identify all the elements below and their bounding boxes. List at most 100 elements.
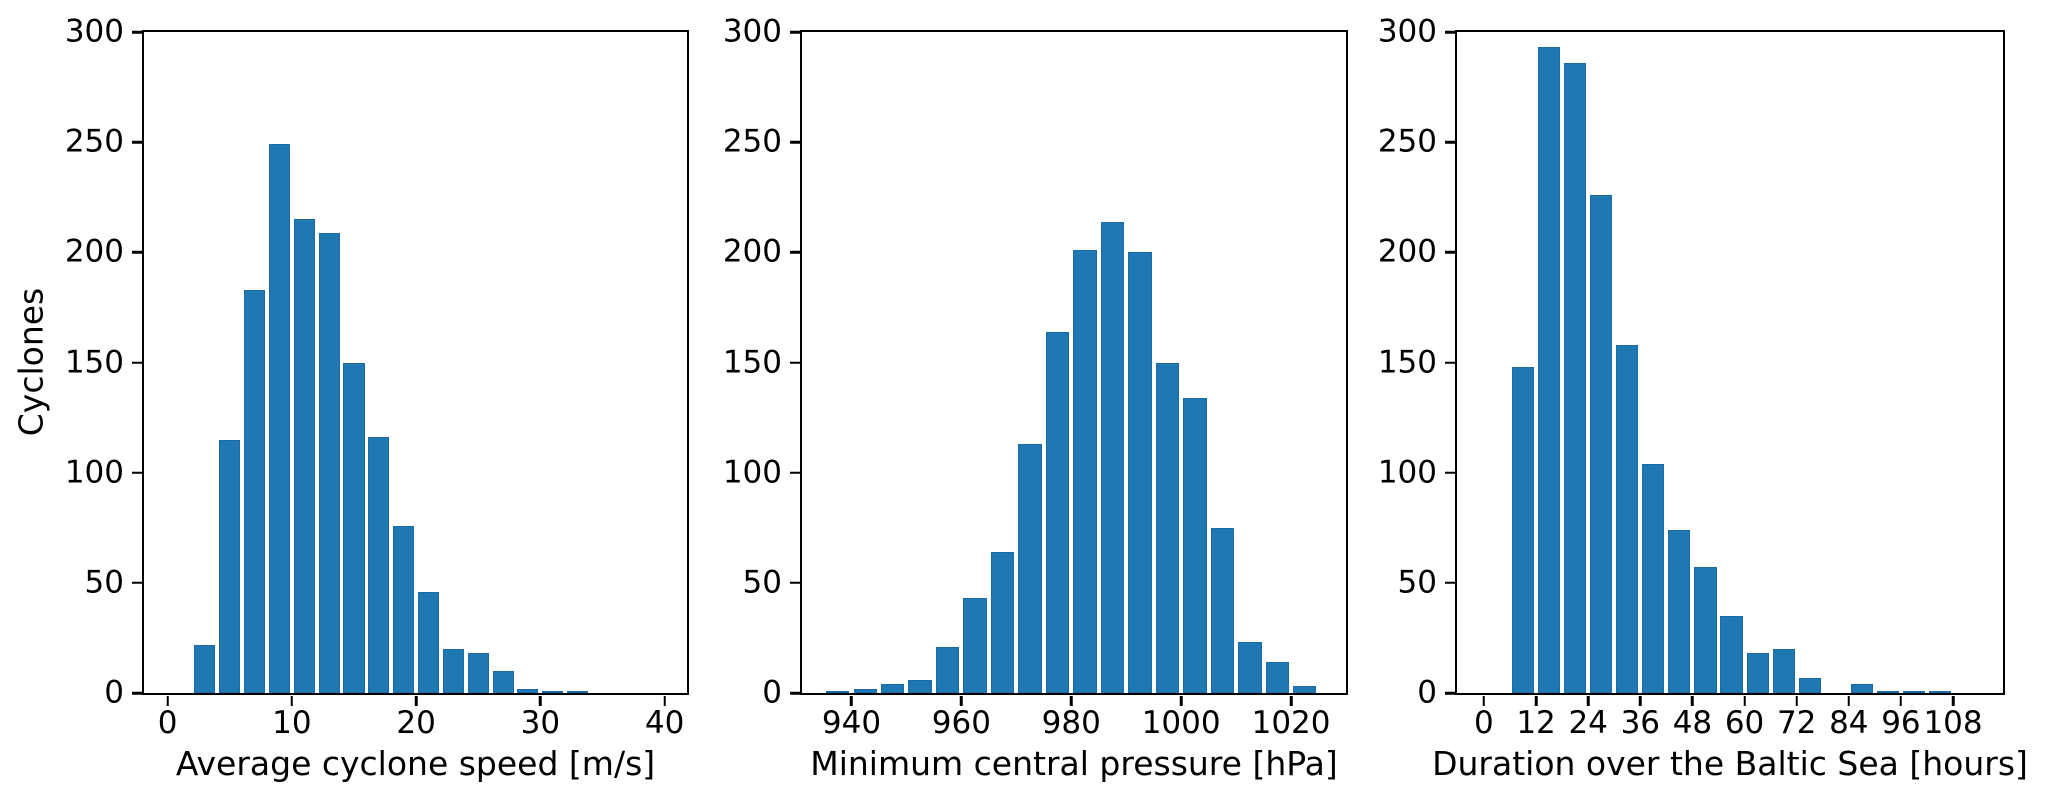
x-tick-mark — [1179, 695, 1183, 706]
x-tick-mark — [1482, 695, 1486, 706]
x-tick-label: 24 — [1568, 705, 1608, 741]
histogram-bar — [1210, 527, 1235, 693]
x-tick-mark — [850, 695, 853, 706]
histogram-bar — [268, 144, 290, 693]
histogram-bar — [1183, 397, 1207, 693]
histogram-bar — [1876, 690, 1899, 693]
y-tick-mark — [131, 140, 142, 144]
histogram-bar — [1590, 195, 1613, 693]
x-axis-label-speed: Average cyclone speed [m/s] — [175, 744, 656, 783]
x-tick-mark — [1847, 695, 1851, 706]
x-axis-label-duration: Duration over the Baltic Sea [hours] — [1432, 744, 2028, 783]
x-tick-mark — [1899, 695, 1903, 706]
histogram-bar — [368, 437, 390, 693]
histogram-bar — [1045, 331, 1070, 693]
x-tick-label: 40 — [644, 705, 685, 741]
y-tick-label: 200 — [1377, 233, 1437, 270]
histogram-bar — [1928, 690, 1952, 693]
y-tick-mark — [131, 30, 142, 34]
histogram-bar — [343, 362, 365, 693]
y-tick-mark — [131, 691, 142, 695]
y-tick-label: 250 — [722, 123, 782, 160]
x-tick-label: 84 — [1829, 705, 1869, 741]
y-tick-mark — [1444, 30, 1455, 34]
histogram-bar — [1128, 252, 1152, 693]
histogram-bar — [1018, 444, 1042, 693]
histogram-bar — [880, 684, 905, 693]
y-tick-label: 150 — [64, 344, 124, 380]
histogram-bar — [1694, 567, 1717, 693]
x-tick-mark — [1951, 695, 1955, 706]
y-tick-label: 250 — [64, 123, 124, 160]
x-tick-label: 1000 — [1141, 705, 1221, 741]
y-tick-label: 250 — [1377, 123, 1437, 160]
histogram-bar — [492, 670, 514, 693]
y-tick-label: 100 — [1377, 454, 1437, 491]
y-tick-mark — [789, 691, 800, 695]
x-tick-label: 940 — [821, 705, 882, 741]
histogram-bar — [908, 679, 932, 693]
x-tick-label: 980 — [1041, 705, 1101, 741]
histogram-bar — [1293, 686, 1317, 693]
x-tick-mark — [290, 695, 294, 706]
x-tick-label: 60 — [1724, 705, 1765, 741]
y-tick-label: 100 — [64, 454, 124, 491]
x-tick-label: 10 — [272, 705, 312, 741]
x-tick-label: 30 — [520, 705, 561, 741]
x-tick-mark — [1070, 695, 1073, 706]
histogram-bar — [194, 644, 216, 693]
y-tick-label: 200 — [722, 233, 782, 270]
histogram-bar — [990, 552, 1015, 693]
histogram-bar — [542, 690, 564, 693]
x-tick-mark — [1743, 695, 1746, 706]
x-tick-label: 108 — [1923, 705, 1983, 741]
histogram-bar — [517, 688, 539, 693]
histogram-bar — [1616, 344, 1639, 693]
histogram-bar — [1772, 648, 1795, 693]
x-tick-label: 1020 — [1251, 705, 1331, 741]
histogram-bar — [1746, 653, 1769, 693]
y-tick-label: 300 — [1377, 13, 1437, 50]
y-tick-mark — [131, 581, 142, 585]
y-tick-label: 300 — [722, 13, 782, 50]
y-tick-mark — [1444, 581, 1455, 585]
y-tick-label: 200 — [64, 233, 124, 270]
histogram-bar — [1642, 463, 1665, 693]
y-tick-mark — [131, 361, 142, 364]
x-tick-label: 72 — [1776, 705, 1817, 741]
histogram-bar — [1720, 615, 1743, 693]
y-tick-mark — [789, 140, 800, 144]
x-tick-label: 48 — [1672, 705, 1713, 741]
x-tick-mark — [960, 695, 963, 706]
x-tick-mark — [1289, 695, 1293, 706]
x-tick-mark — [1586, 695, 1590, 706]
x-tick-mark — [539, 695, 542, 706]
histogram-bar — [1902, 690, 1926, 693]
y-tick-mark — [789, 581, 800, 585]
y-tick-label: 300 — [64, 13, 124, 50]
y-tick-mark — [1444, 471, 1455, 474]
y-tick-label: 50 — [742, 564, 782, 601]
y-tick-mark — [789, 251, 800, 254]
histogram-bar — [244, 289, 266, 693]
x-tick-mark — [414, 695, 418, 706]
y-tick-label: 50 — [1397, 564, 1437, 601]
y-tick-mark — [131, 471, 142, 474]
x-tick-label: 0 — [1474, 705, 1494, 741]
histogram-bar — [963, 598, 987, 693]
x-tick-mark — [1795, 695, 1798, 706]
y-axis-label: Cyclones — [11, 287, 51, 437]
y-tick-mark — [789, 361, 800, 364]
y-tick-label: 50 — [84, 564, 124, 601]
histogram-panel-duration: 0 12 24 36 48 60 72 84 96 108 0 50 100 150 200 250 300 — [1378, 16, 2005, 739]
x-tick-mark — [166, 695, 169, 706]
histogram-bar — [853, 688, 877, 693]
histogram-bar — [417, 591, 440, 693]
y-tick-label: 150 — [1377, 344, 1437, 380]
y-tick-mark — [789, 30, 800, 34]
y-tick-mark — [1444, 691, 1455, 695]
y-tick-label: 0 — [104, 674, 124, 711]
histogram-bar — [467, 653, 489, 693]
y-tick-mark — [1444, 361, 1455, 364]
